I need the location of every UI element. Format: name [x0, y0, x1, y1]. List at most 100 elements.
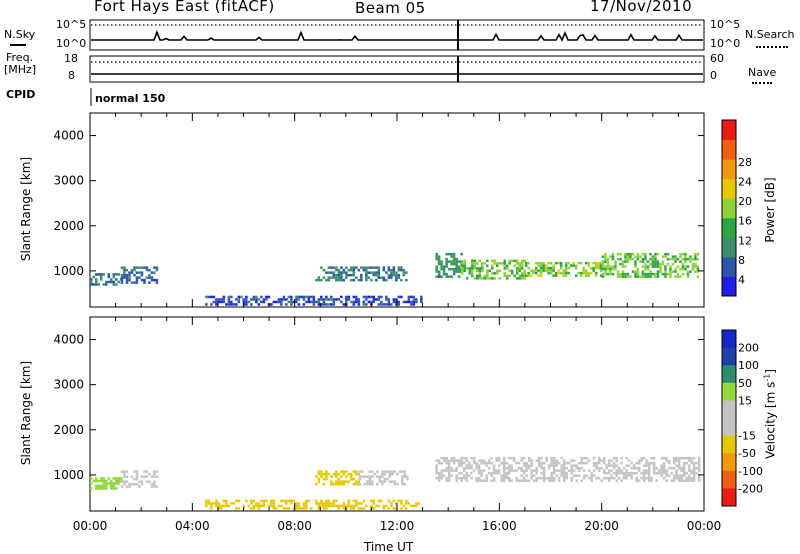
scatter-cell — [210, 502, 213, 505]
scatter-cell — [355, 295, 358, 299]
scatter-cell — [205, 504, 208, 508]
scatter-cell — [347, 504, 351, 508]
nsky-line-marker — [10, 44, 26, 46]
power-colorbar-tick: 8 — [738, 254, 745, 267]
scatter-cell — [692, 469, 696, 472]
velocity-colorbar-swatch — [722, 347, 736, 366]
scatter-cell — [105, 479, 108, 483]
scatter-cell — [689, 255, 692, 258]
scatter-cell — [383, 477, 387, 481]
scatter-cell — [534, 261, 538, 265]
scatter-cell — [445, 262, 448, 266]
scatter-cell — [677, 479, 681, 482]
scatter-cell — [465, 479, 468, 482]
scatter-cell — [452, 456, 456, 460]
scatter-cell — [407, 298, 411, 301]
scatter-cell — [415, 300, 418, 304]
noise-tick-bottom-right: 10^0 — [710, 37, 741, 50]
scatter-cell — [462, 469, 466, 472]
scatter-cell — [262, 300, 266, 304]
scatter-cell — [539, 271, 543, 275]
scatter-cell — [676, 265, 680, 268]
scatter-cell — [516, 272, 519, 275]
scatter-cell — [491, 267, 494, 270]
scatter-cell — [539, 269, 543, 272]
scatter-cell — [395, 300, 398, 304]
scatter-cell — [505, 466, 508, 470]
scatter-cell — [486, 269, 489, 273]
scatter-cell — [487, 461, 491, 465]
scatter-cell — [675, 474, 678, 477]
scatter-cell — [634, 270, 637, 273]
scatter-cell — [491, 272, 494, 275]
scatter-cell — [491, 277, 494, 280]
scatter-cell — [455, 466, 458, 470]
scatter-cell — [584, 274, 588, 277]
scatter-cell — [544, 264, 548, 267]
scatter-cell — [465, 466, 468, 470]
scatter-cell — [463, 259, 466, 263]
scatter-cell — [619, 262, 622, 266]
scatter-cell — [153, 266, 156, 269]
scatter-cell — [637, 459, 641, 462]
scatter-cell — [584, 269, 588, 272]
scatter-cell — [461, 269, 464, 273]
scatter-cell — [307, 499, 311, 503]
scatter-cell — [572, 464, 576, 467]
scatter-cell — [133, 281, 136, 284]
scatter-cell — [447, 474, 451, 477]
scatter-cell — [515, 479, 518, 482]
y-tick-label: 1000 — [53, 468, 84, 482]
scatter-cell — [397, 499, 401, 503]
scatter-cell — [477, 476, 481, 480]
scatter-cell — [582, 469, 586, 472]
scatter-cell — [635, 461, 638, 465]
scatter-cell — [322, 276, 326, 279]
scatter-cell — [497, 471, 501, 475]
scatter-cell — [609, 272, 612, 276]
scatter-cell — [604, 257, 607, 261]
scatter-cell — [570, 459, 573, 462]
scatter-cell — [345, 480, 348, 483]
scatter-cell — [312, 295, 316, 299]
scatter-cell — [594, 266, 598, 270]
scatter-cell — [475, 466, 478, 470]
scatter-cell — [225, 303, 228, 306]
velocity-colorbar-swatch — [722, 382, 736, 401]
scatter-cell — [651, 260, 655, 263]
scatter-cell — [492, 466, 496, 470]
scatter-cell — [360, 266, 363, 269]
scatter-cell — [435, 459, 438, 462]
scatter-cell — [557, 479, 561, 482]
scatter-cell — [322, 477, 326, 481]
scatter-cell — [332, 273, 336, 277]
scatter-cell — [525, 469, 528, 472]
scatter-cell — [355, 298, 358, 301]
scatter-cell — [282, 499, 286, 503]
scatter-cell — [377, 268, 381, 272]
scatter-cell — [486, 277, 489, 280]
scatter-cell — [370, 295, 373, 299]
scatter-cell — [557, 476, 561, 480]
scatter-cell — [367, 276, 371, 279]
scatter-cell — [594, 274, 598, 277]
scatter-cell — [497, 464, 501, 467]
scatter-cell — [105, 280, 108, 284]
scatter-cell — [255, 502, 258, 505]
scatter-cell — [681, 257, 685, 261]
scatter-cell — [237, 507, 241, 510]
scatter-cell — [120, 273, 124, 277]
scatter-cell — [685, 461, 688, 465]
scatter-cell — [507, 476, 511, 480]
scatter-cell — [677, 461, 681, 465]
scatter-cell — [651, 255, 655, 258]
scatter-cell — [527, 466, 531, 470]
scatter-cell — [626, 257, 630, 261]
scatter-cell — [128, 276, 131, 279]
scatter-cell — [523, 259, 526, 263]
y-tick-label: 3000 — [53, 174, 84, 188]
scatter-cell — [601, 272, 605, 276]
scatter-cell — [550, 459, 553, 462]
scatter-cell — [517, 466, 521, 470]
scatter-cell — [95, 479, 98, 483]
